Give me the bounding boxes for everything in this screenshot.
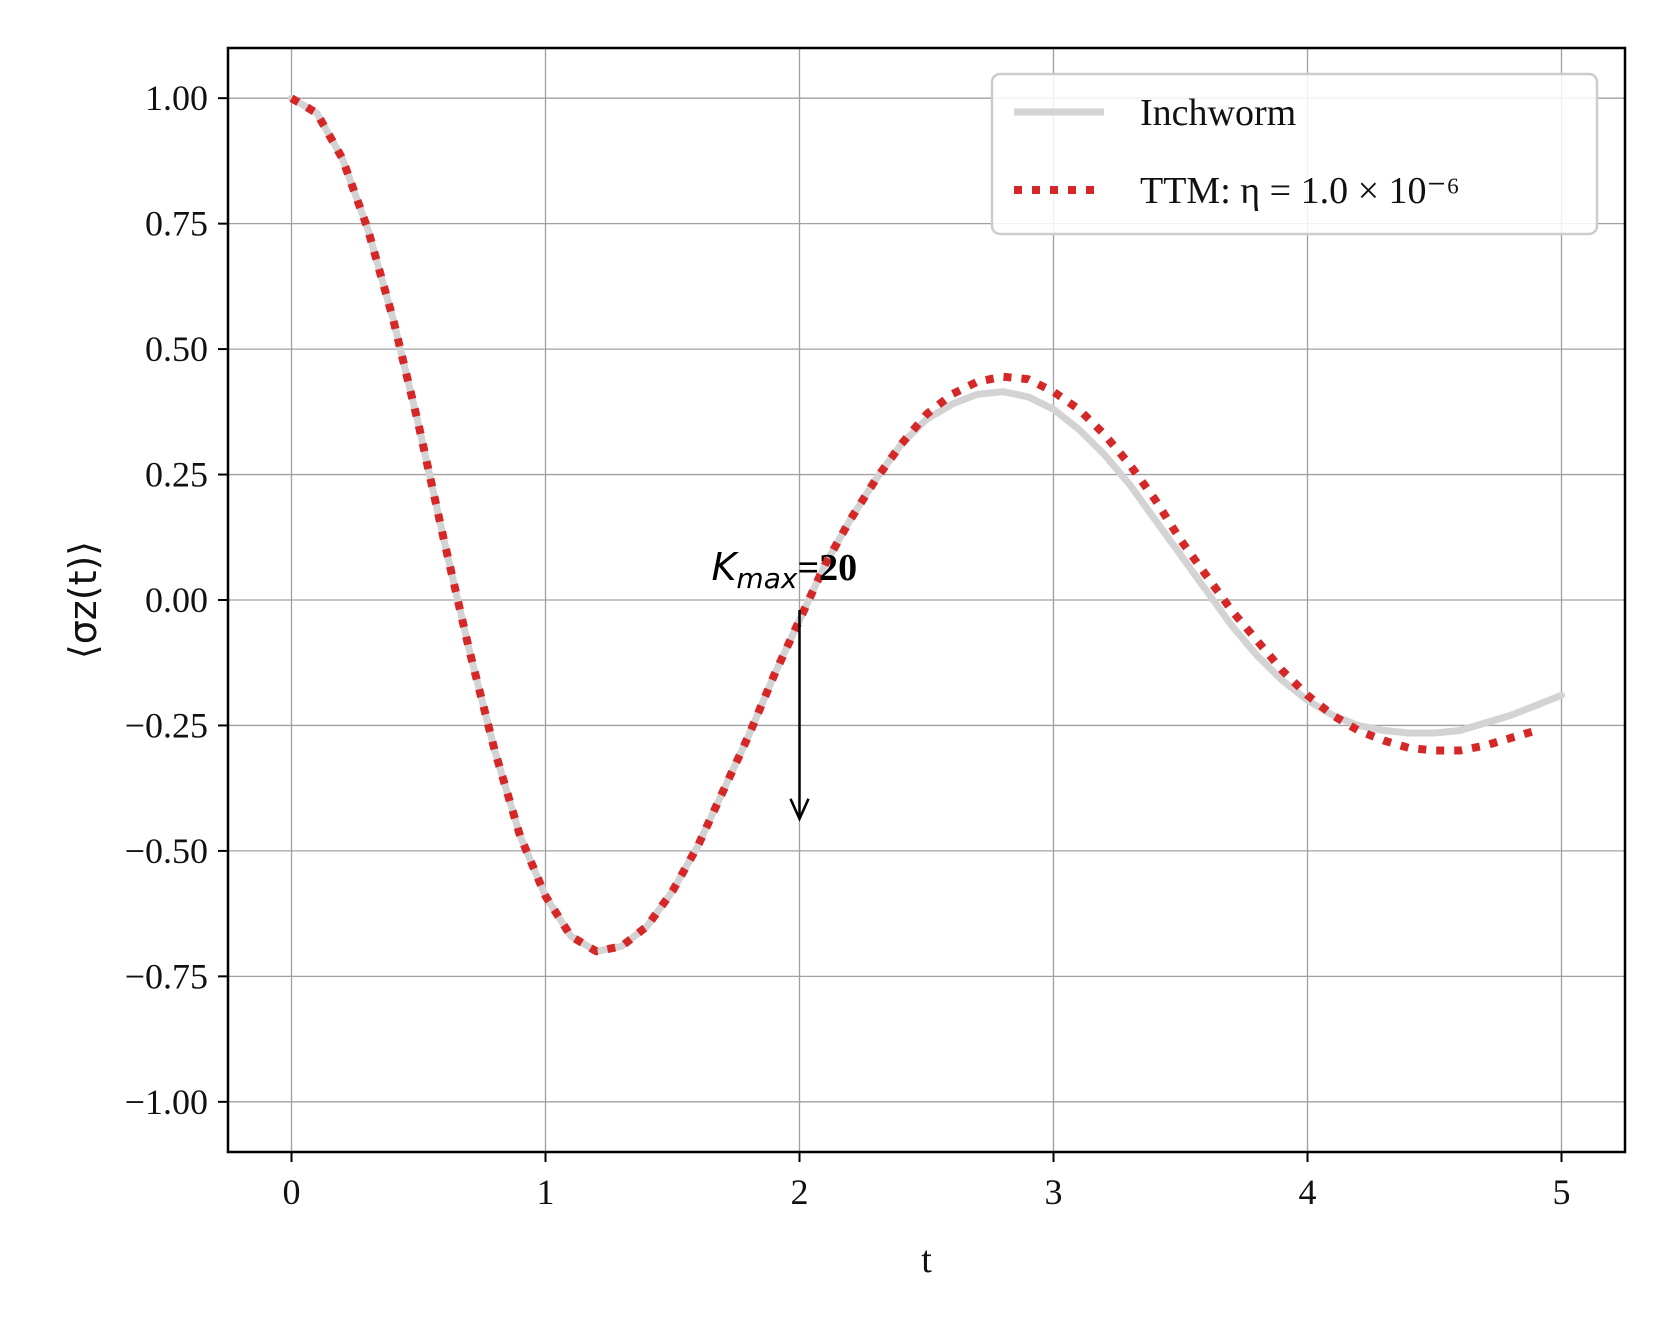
axis-ticks: 0 1 2 3 4 5 1.00 0.75 0.50 0.25 0.00 −0.25 −0.50 −0.7…: [125, 78, 1571, 1212]
x-tick-label: 1: [537, 1172, 555, 1212]
x-tick-label: 0: [283, 1172, 301, 1212]
series-line-ttm: [289, 94, 1538, 956]
x-tick-label: 4: [1299, 1172, 1317, 1212]
annotation-sub: max: [736, 562, 797, 595]
x-tick-label: 2: [791, 1172, 809, 1212]
annotation-layer: Kmax=20: [712, 545, 858, 822]
y-tick-label: 0.75: [145, 204, 208, 244]
legend-entry-label: TTM: η = 1.0 × 10⁻⁶: [1140, 170, 1460, 212]
legend-entry-label: Inchworm: [1140, 92, 1296, 134]
y-axis-label: ⟨σz(t)⟩: [61, 541, 105, 659]
annotation-value: =20: [797, 547, 857, 589]
annotation-label: Kmax=20: [712, 545, 858, 595]
plot-frame: [226, 46, 1627, 1154]
y-tick-label: 0.50: [145, 329, 208, 369]
annotation-arrow-head: [789, 798, 810, 822]
y-tick-label: −0.25: [125, 705, 208, 745]
x-tick-label: 5: [1553, 1172, 1571, 1212]
legend: Inchworm TTM: η = 1.0 × 10⁻⁶: [990, 72, 1599, 236]
y-tick-label: 1.00: [145, 78, 208, 118]
x-axis-label: t: [921, 1239, 932, 1281]
y-tick-label: 0.00: [145, 580, 208, 620]
x-tick-label: 3: [1045, 1172, 1063, 1212]
y-tick-label: −0.75: [125, 956, 208, 996]
annotation-k: K: [712, 545, 740, 589]
series-layer: [288, 94, 1565, 956]
legend-frame: [990, 72, 1599, 236]
y-tick-label: −0.50: [125, 831, 208, 871]
y-tick-label: 0.25: [145, 455, 208, 495]
y-tick-label: −1.00: [125, 1082, 208, 1122]
